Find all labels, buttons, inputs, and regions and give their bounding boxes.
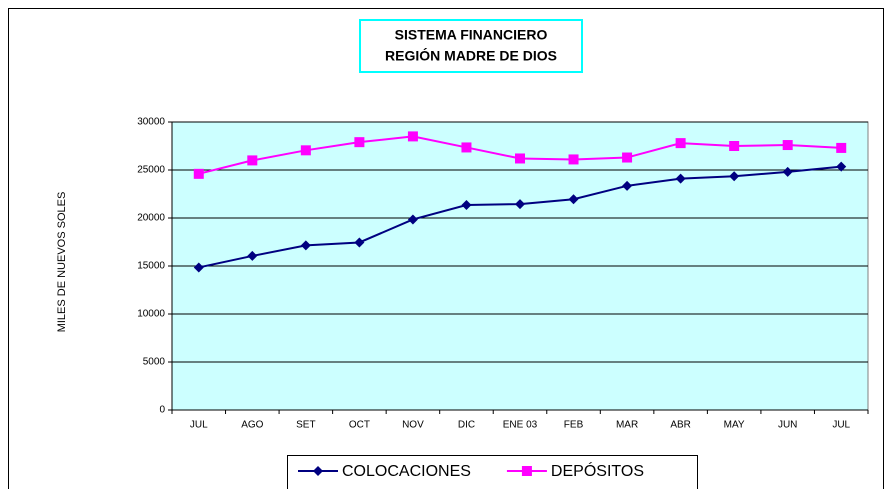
marker: [354, 137, 365, 148]
marker: [461, 200, 472, 211]
x-tick-label: SET: [296, 420, 315, 431]
x-tick-label: OCT: [349, 420, 370, 431]
marker: [622, 180, 633, 191]
marker: [568, 194, 579, 205]
y-tick-label: 5000: [143, 357, 166, 368]
marker: [729, 141, 740, 151]
x-tick-label: FEB: [564, 420, 584, 431]
marker: [836, 142, 847, 153]
x-tick-label: MAR: [616, 420, 638, 431]
marker: [407, 214, 418, 225]
x-tick-label: ABR: [670, 420, 691, 431]
x-tick-label: JUL: [832, 420, 850, 431]
marker: [622, 152, 633, 163]
marker: [515, 153, 525, 164]
y-tick-label: 20000: [137, 213, 165, 224]
legend-label: COLOCACIONES: [342, 463, 471, 480]
x-tick-label: AGO: [241, 420, 263, 431]
x-tick-label: DIC: [458, 420, 475, 431]
marker: [247, 250, 258, 261]
marker: [300, 240, 311, 251]
x-tick-label: NOV: [402, 420, 424, 431]
x-tick-label: MAY: [724, 420, 745, 431]
marker: [568, 154, 579, 165]
marker: [193, 168, 204, 179]
marker: [782, 166, 793, 177]
y-tick-label: 25000: [137, 165, 165, 176]
marker: [407, 131, 418, 142]
y-axis-label: MILES DE NUEVOS SOLES: [56, 192, 68, 333]
marker: [675, 138, 686, 149]
marker: [313, 466, 323, 476]
legend-label: DEPÓSITOS: [551, 461, 644, 480]
chart-title: SISTEMA FINANCIERO: [395, 27, 548, 43]
y-tick-label: 10000: [137, 309, 165, 320]
y-tick-label: 15000: [137, 261, 165, 272]
marker: [675, 173, 686, 184]
chart-title: REGIÓN MADRE DE DIOS: [385, 47, 557, 64]
marker: [515, 199, 525, 210]
title-box: [359, 19, 583, 73]
marker: [247, 155, 258, 166]
marker: [354, 237, 365, 248]
y-tick-label: 30000: [137, 117, 165, 128]
marker: [461, 142, 472, 153]
marker: [521, 466, 532, 476]
x-tick-label: JUN: [778, 420, 797, 431]
chart-frame: [8, 8, 884, 489]
x-tick-label: ENE 03: [503, 420, 538, 431]
marker: [300, 145, 311, 156]
legend: [287, 455, 698, 489]
marker: [729, 171, 740, 182]
marker: [836, 161, 847, 172]
x-tick-label: JUL: [190, 420, 208, 431]
marker: [782, 140, 793, 151]
marker: [193, 262, 204, 273]
y-tick-label: 0: [159, 405, 165, 416]
